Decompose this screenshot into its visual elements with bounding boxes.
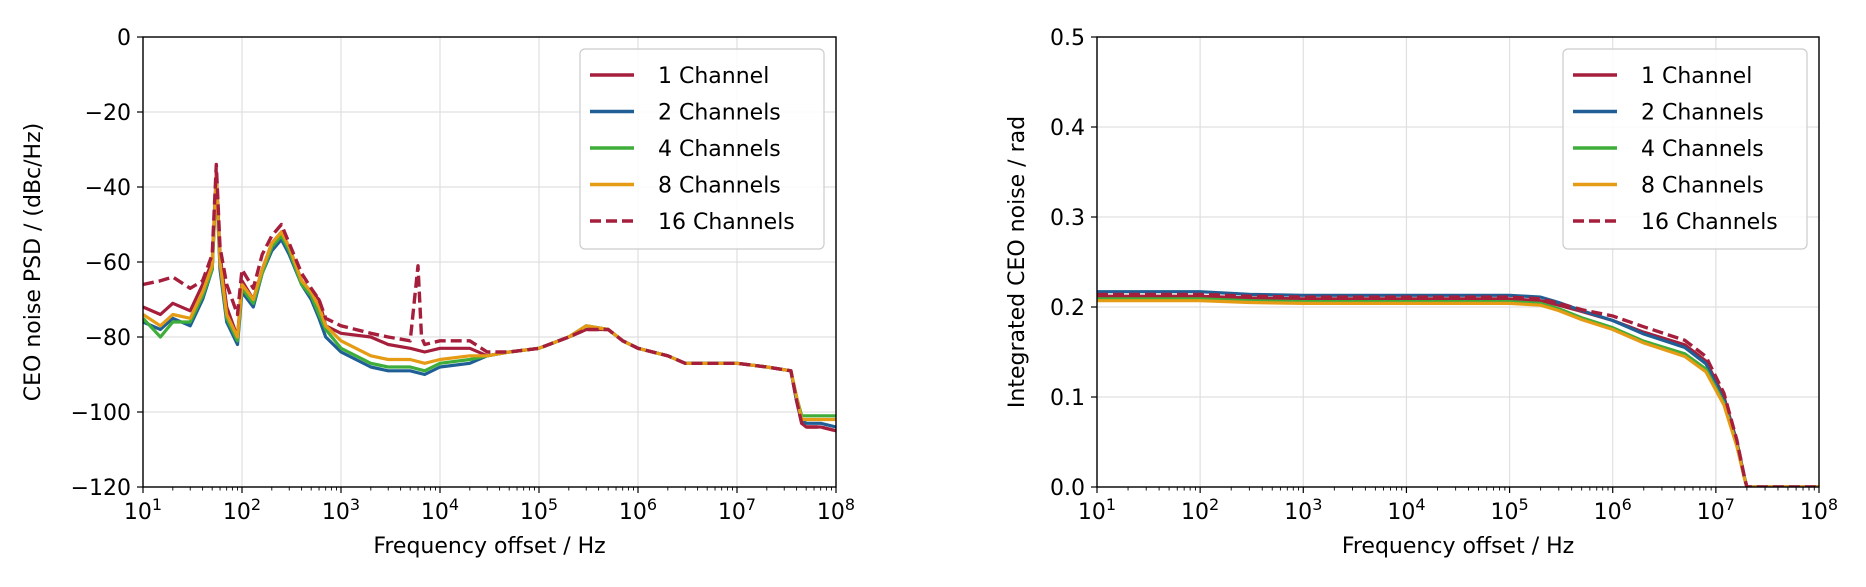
legend-box [579, 48, 825, 250]
legend-label: 1 Channel [658, 64, 769, 89]
x-tick-base: 10 [1697, 500, 1725, 525]
y-tick-label: 0.5 [1050, 26, 1085, 51]
series-line-8-channels [1097, 299, 1819, 487]
x-tick-base: 10 [1594, 500, 1622, 525]
x-axis-label: Frequency offset / Hz [1342, 534, 1574, 559]
x-tick-base: 10 [124, 500, 152, 525]
y-tick-label: 0.3 [1050, 206, 1085, 231]
x-tick-exponent: 7 [746, 495, 756, 514]
x-tick-exponent: 4 [1415, 495, 1425, 514]
x-tick-base: 10 [1284, 500, 1312, 525]
x-tick-base: 10 [619, 500, 647, 525]
y-axis-label: CEO noise PSD / (dBc/Hz) [21, 123, 46, 401]
series-line-4-channels [1097, 297, 1819, 487]
x-tick-exponent: 7 [1725, 495, 1735, 514]
x-tick-label: 108 [817, 495, 855, 525]
x-tick-label: 101 [1078, 495, 1116, 525]
x-tick-base: 10 [1078, 500, 1106, 525]
x-tick-label: 103 [1284, 495, 1322, 525]
x-tick-base: 10 [718, 500, 746, 525]
series-line-1-channel [1097, 294, 1819, 487]
legend-label: 2 Channels [1641, 101, 1764, 126]
x-tick-label: 107 [1697, 495, 1735, 525]
y-axis-label: Integrated CEO noise / rad [1005, 116, 1030, 408]
legend-box [1562, 48, 1808, 250]
series-line-16-channels [1097, 292, 1819, 487]
legend-label: 2 Channels [658, 101, 781, 126]
series-line-2-channels [1097, 290, 1819, 487]
x-tick-label: 107 [718, 495, 756, 525]
y-tick-label: −80 [85, 326, 131, 351]
series-group [143, 162, 836, 433]
legend-label: 4 Channels [1641, 137, 1764, 162]
x-tick-label: 102 [223, 495, 261, 525]
x-tick-label: 105 [1490, 495, 1528, 525]
x-tick-exponent: 2 [251, 495, 261, 514]
x-tick-exponent: 3 [1312, 495, 1322, 514]
y-tick-label: 0.2 [1050, 296, 1085, 321]
x-tick-exponent: 1 [1106, 495, 1116, 514]
x-tick-exponent: 4 [449, 495, 459, 514]
x-tick-base: 10 [223, 500, 251, 525]
x-tick-label: 105 [520, 495, 558, 525]
x-tick-base: 10 [817, 500, 845, 525]
x-tick-exponent: 6 [647, 495, 657, 514]
x-tick-base: 10 [1800, 500, 1828, 525]
x-tick-label: 101 [124, 495, 162, 525]
x-tick-exponent: 2 [1209, 495, 1219, 514]
legend-label: 16 Channels [658, 210, 795, 235]
y-tick-label: −60 [85, 251, 131, 276]
x-tick-label: 104 [1387, 495, 1425, 525]
x-tick-base: 10 [1387, 500, 1415, 525]
x-tick-label: 102 [1181, 495, 1219, 525]
series-group [1097, 290, 1819, 487]
x-tick-base: 10 [1490, 500, 1518, 525]
legend-label: 16 Channels [1641, 210, 1778, 235]
y-tick-label: −100 [71, 401, 131, 426]
chart-1: 101 102 103 104 105 106 107 1080−20−40−60−80−10… [21, 26, 855, 559]
x-tick-exponent: 5 [548, 495, 558, 514]
x-tick-exponent: 3 [350, 495, 360, 514]
y-tick-label: 0 [117, 26, 131, 51]
x-tick-exponent: 6 [1622, 495, 1632, 514]
y-tick-label: −20 [85, 101, 131, 126]
y-tick-label: −120 [71, 476, 131, 501]
x-tick-exponent: 1 [152, 495, 162, 514]
x-tick-base: 10 [1181, 500, 1209, 525]
x-tick-label: 104 [421, 495, 459, 525]
x-axis-label: Frequency offset / Hz [373, 534, 605, 559]
y-tick-label: 0.1 [1050, 386, 1085, 411]
axes-frame [1096, 36, 1820, 488]
y-tick-label: 0.0 [1050, 476, 1085, 501]
x-tick-exponent: 5 [1518, 495, 1528, 514]
x-tick-base: 10 [421, 500, 449, 525]
x-tick-base: 10 [520, 500, 548, 525]
x-tick-label: 106 [619, 495, 657, 525]
legend-label: 4 Channels [658, 137, 781, 162]
legend-label: 1 Channel [1641, 64, 1752, 89]
x-tick-exponent: 8 [1828, 495, 1838, 514]
legend-label: 8 Channels [658, 174, 781, 199]
x-tick-label: 108 [1800, 495, 1838, 525]
chart-2: 101 102 103 104 105 106 107 1080.50.40.30.20.10… [1005, 26, 1838, 559]
y-tick-label: −40 [85, 176, 131, 201]
x-tick-exponent: 8 [845, 495, 855, 514]
series-line-16-channels [143, 162, 836, 433]
y-tick-label: 0.4 [1050, 116, 1085, 141]
legend-label: 8 Channels [1641, 174, 1764, 199]
x-tick-label: 106 [1594, 495, 1632, 525]
x-tick-base: 10 [322, 500, 350, 525]
x-tick-label: 103 [322, 495, 360, 525]
